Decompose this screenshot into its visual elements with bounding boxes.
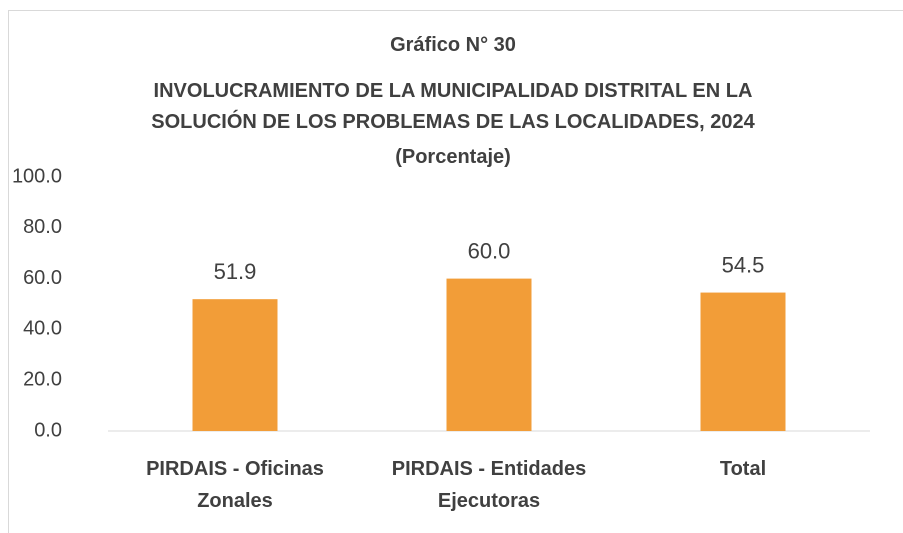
value-label: 51.9 <box>214 259 257 284</box>
value-label: 60.0 <box>468 238 511 263</box>
x-tick-label: PIRDAIS - Entidades Ejecutoras <box>391 458 587 512</box>
value-label: 54.5 <box>722 252 765 277</box>
chart-title: INVOLUCRAMIENTO DE LA MUNICIPALIDAD DIST… <box>151 80 755 133</box>
y-tick-label: 40.0 <box>23 318 62 340</box>
y-tick-label: 0.0 <box>34 419 62 441</box>
bar <box>192 299 278 431</box>
x-tick-label: PIRDAIS - Oficinas Zonales <box>146 458 324 512</box>
y-tick-label: 100.0 <box>12 165 62 187</box>
bar <box>700 292 786 431</box>
y-tick-label: 20.0 <box>23 368 62 390</box>
y-tick-label: 80.0 <box>23 216 62 238</box>
y-tick-label: 60.0 <box>23 267 62 289</box>
bar <box>446 278 532 431</box>
chart-number: Gráfico N° 30 <box>390 34 516 56</box>
x-tick-label: Total <box>719 458 767 480</box>
chart-subtitle: (Porcentaje) <box>395 146 511 168</box>
chart-border <box>8 10 903 533</box>
